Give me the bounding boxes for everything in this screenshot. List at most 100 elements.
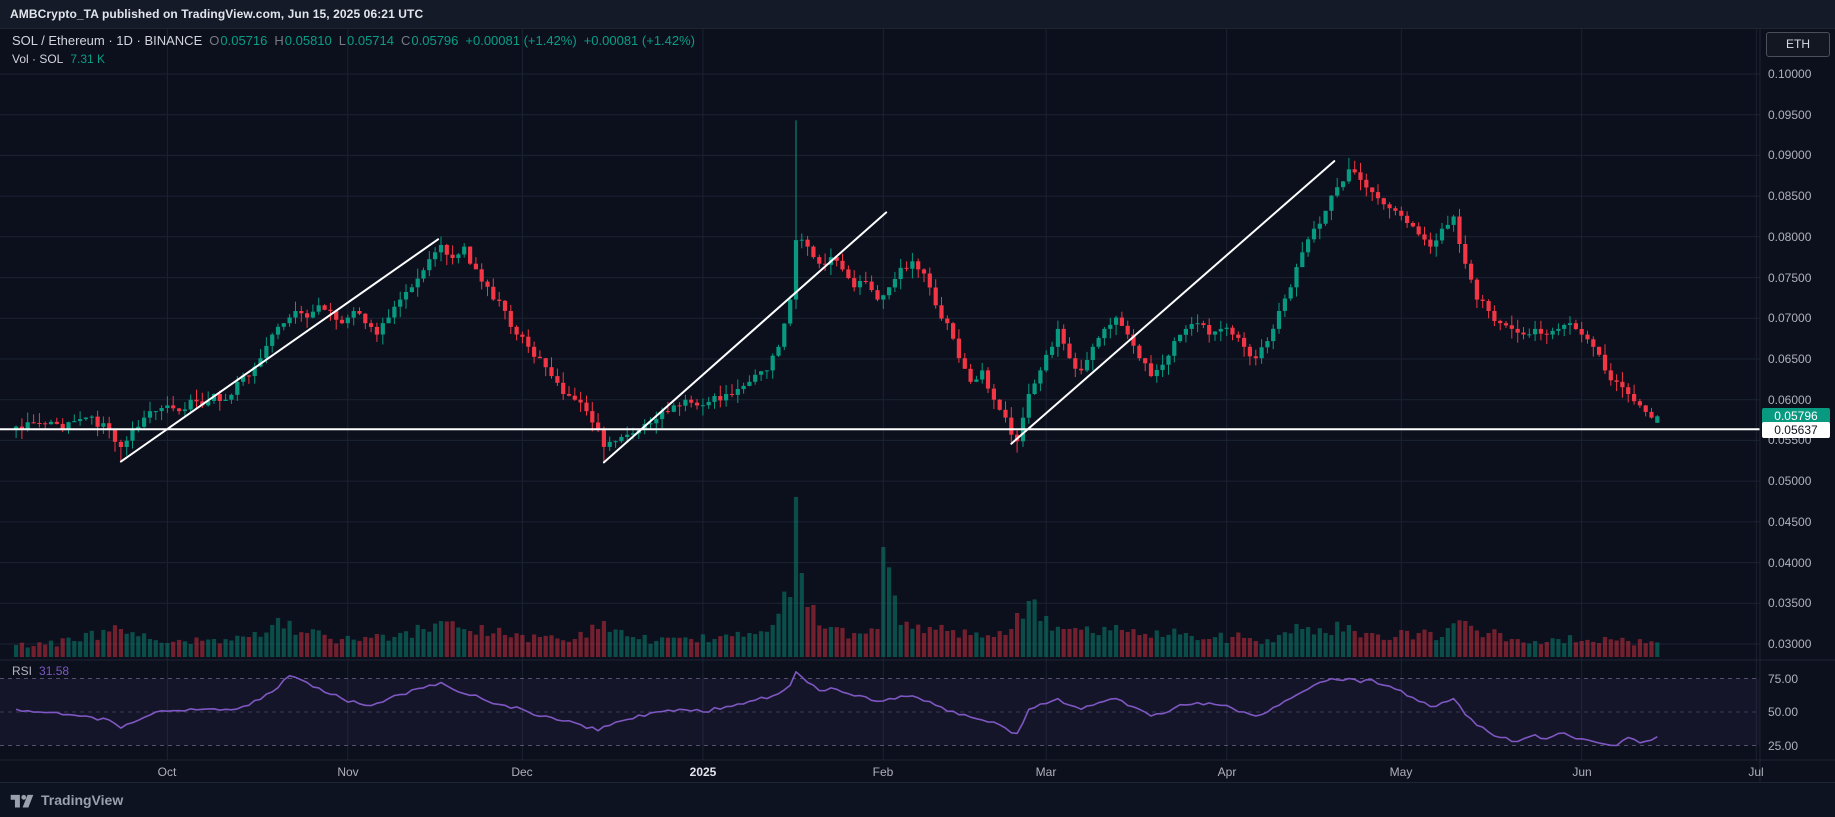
candle: [223, 399, 228, 401]
volume-bar: [764, 631, 769, 657]
rsi-legend[interactable]: RSI 31.58: [12, 664, 69, 678]
tradingview-logo[interactable]: TradingView: [10, 792, 123, 809]
volume-bar: [694, 642, 700, 657]
candle: [799, 239, 804, 241]
volume-bar: [369, 637, 374, 657]
volume-bar: [532, 634, 537, 657]
candle: [846, 269, 851, 279]
volume-bar: [1451, 623, 1456, 657]
candle: [898, 267, 903, 279]
candle: [1410, 223, 1415, 227]
volume-bar: [636, 639, 641, 657]
volume-bar: [578, 631, 583, 657]
candle: [118, 441, 123, 447]
volume-bar: [1416, 633, 1421, 657]
volume-bar: [869, 628, 874, 657]
volume-bar: [677, 637, 682, 657]
volume-bar: [299, 632, 304, 657]
candle: [1003, 409, 1008, 418]
volume-bar: [322, 634, 327, 657]
volume-bar: [1550, 638, 1555, 657]
candle: [1317, 223, 1322, 229]
volume-bar: [1207, 639, 1212, 657]
volume-bar: [561, 640, 566, 657]
candle: [753, 374, 758, 382]
candle: [392, 306, 397, 318]
volume-bar: [1119, 629, 1124, 657]
volume-bar: [916, 624, 921, 657]
candle: [485, 281, 490, 287]
volume-bar: [392, 637, 397, 657]
candle: [241, 375, 246, 382]
candle: [840, 260, 845, 270]
candle: [619, 437, 624, 442]
volume-bar: [275, 617, 281, 657]
candle: [683, 399, 688, 406]
volume-bar: [485, 635, 490, 657]
candle: [852, 278, 857, 288]
volume-bar: [235, 635, 240, 657]
volume-bar: [211, 639, 217, 657]
candle: [555, 376, 560, 383]
candle: [1416, 226, 1421, 235]
volume-bar: [584, 637, 589, 657]
candle: [921, 269, 927, 274]
candle: [112, 429, 118, 442]
candle: [962, 358, 967, 369]
symbol-title[interactable]: SOL / Ethereum · 1D · BINANCE: [12, 33, 203, 48]
volume-bar: [712, 639, 717, 657]
volume-bar: [206, 639, 211, 657]
volume-bar: [479, 625, 484, 657]
volume-bar: [956, 637, 961, 657]
candle: [1474, 279, 1479, 300]
candle: [1026, 394, 1031, 418]
candle: [159, 408, 164, 412]
candle: [229, 394, 234, 400]
candle: [60, 423, 65, 430]
candle: [1195, 323, 1200, 325]
chart-legend[interactable]: SOL / Ethereum · 1D · BINANCE O0.05716 H…: [12, 33, 695, 48]
currency-unit-button[interactable]: ETH: [1766, 32, 1830, 57]
volume-bar: [508, 637, 513, 657]
volume-bar: [386, 640, 391, 657]
volume-bar: [793, 497, 799, 657]
volume-bar: [1335, 621, 1340, 657]
candle: [1271, 328, 1276, 342]
candle: [904, 267, 909, 269]
volume-bar: [671, 637, 676, 657]
candle: [252, 366, 257, 377]
volume-bar: [1405, 630, 1410, 657]
candle: [235, 381, 240, 395]
candle: [78, 419, 83, 422]
volume-bar: [1352, 631, 1357, 657]
volume-bar: [1410, 639, 1415, 657]
volume-bar: [1166, 634, 1171, 657]
volume-bar: [1614, 640, 1619, 657]
volume-bar: [1247, 638, 1252, 657]
volume-bar: [1055, 626, 1060, 657]
trendlines-layer[interactable]: [119, 160, 1336, 464]
volume-bar: [817, 625, 822, 657]
volume-bar: [456, 627, 461, 657]
candle: [951, 323, 956, 339]
candle: [1585, 334, 1590, 340]
volume-bar: [1114, 625, 1119, 657]
volume-bar: [1538, 644, 1543, 657]
volume-bar: [1172, 628, 1177, 657]
candle: [1300, 252, 1305, 268]
volume-bar: [1154, 630, 1159, 657]
candle: [264, 345, 269, 359]
volume-legend[interactable]: Vol · SOL 7.31 K: [12, 52, 105, 66]
volume-bar: [660, 637, 665, 657]
candle: [177, 408, 182, 412]
candle: [805, 239, 810, 247]
candle: [1393, 208, 1398, 211]
candle: [1079, 368, 1084, 371]
candle: [1655, 416, 1660, 423]
candle: [322, 305, 327, 310]
volume-bar: [1236, 632, 1241, 657]
volume-bar: [887, 567, 892, 657]
volume-bar: [683, 637, 688, 657]
candle: [718, 396, 723, 401]
